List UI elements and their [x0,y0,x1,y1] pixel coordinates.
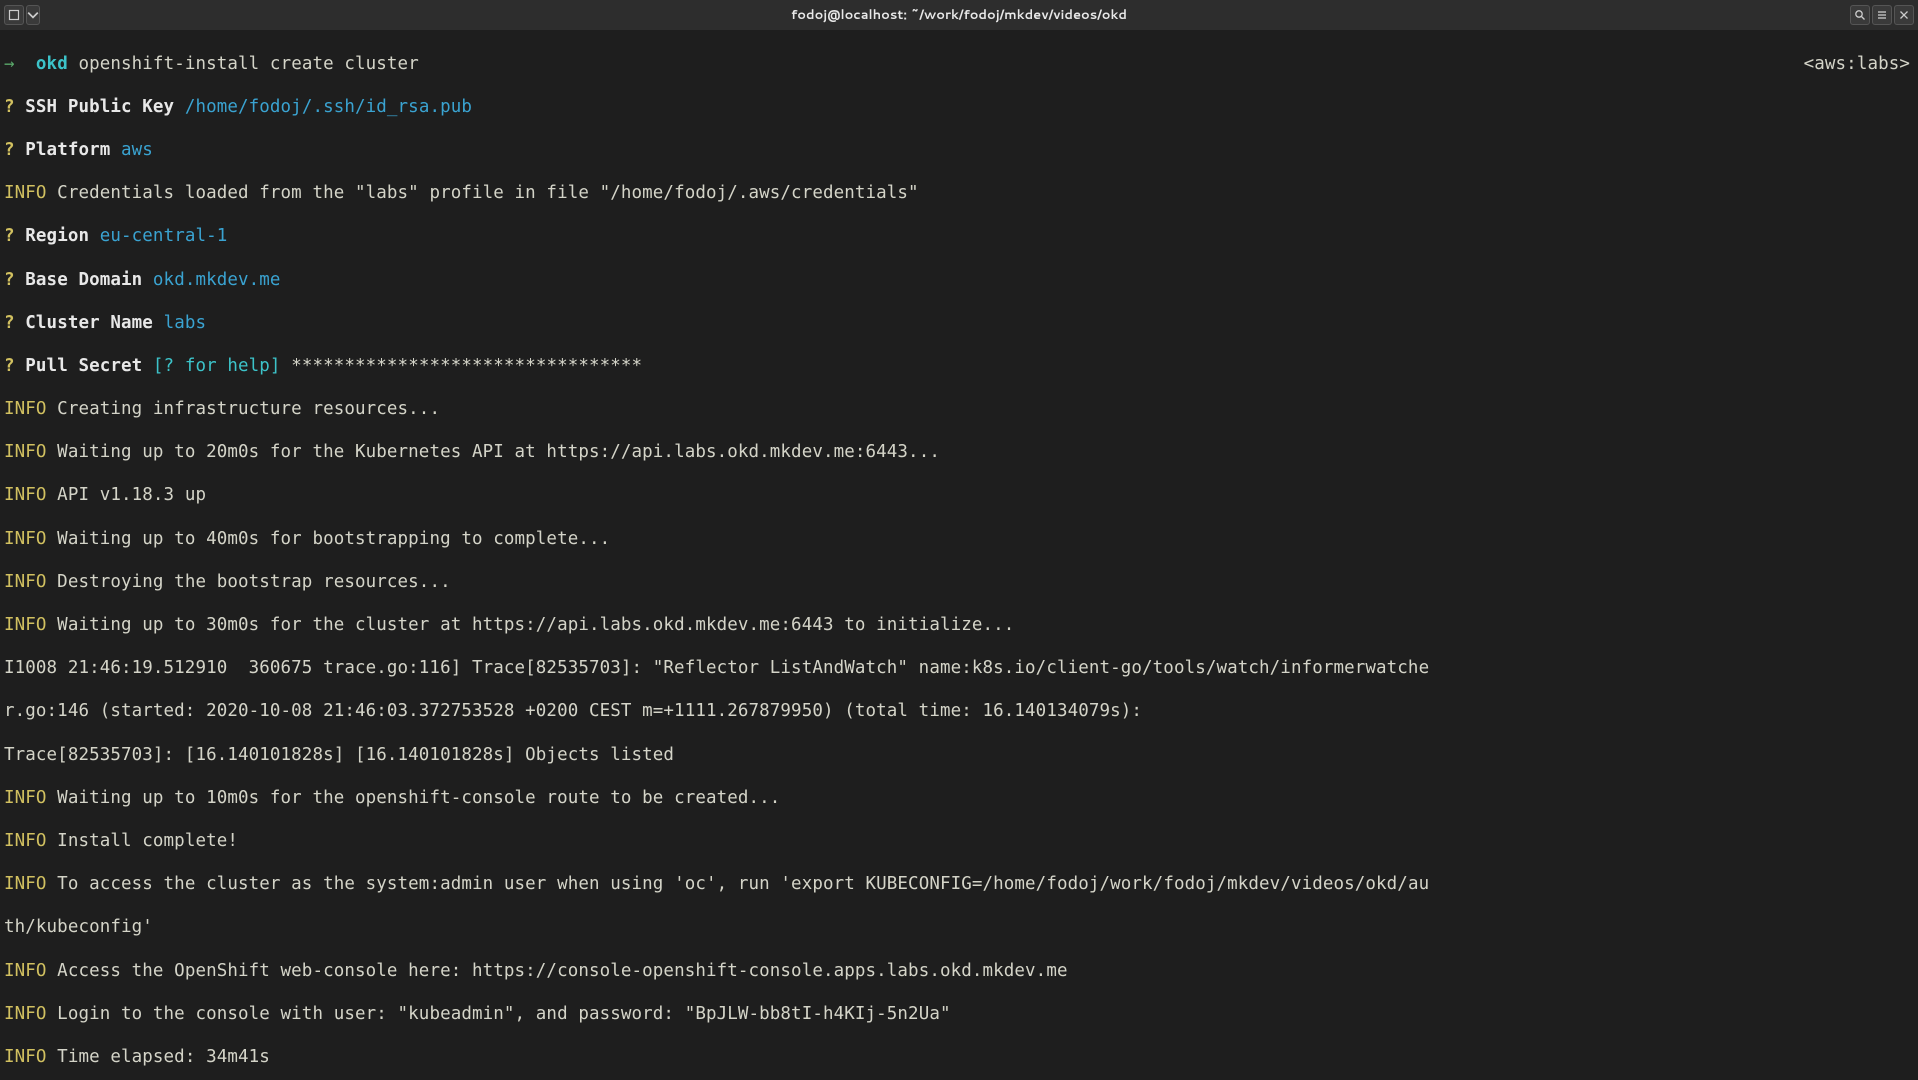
command-text: openshift-install create cluster [78,54,418,74]
aws-context: <aws:labs> [1804,54,1910,76]
tab-menu-button[interactable] [26,5,40,25]
question-line: ? Base Domain okd.mkdev.me [4,270,1914,292]
info-line: INFO Install complete! [4,831,1914,853]
prompt-arrow-icon: → [4,54,15,74]
close-button[interactable] [1894,5,1914,25]
hamburger-menu-button[interactable] [1872,5,1892,25]
info-line: INFO To access the cluster as the system… [4,874,1914,896]
window-title: fodoj@localhost: ~/work/fodoj/mkdev/vide… [0,6,1918,24]
question-line: ? SSH Public Key /home/fodoj/.ssh/id_rsa… [4,97,1914,119]
question-line: ? Cluster Name labs [4,313,1914,335]
trace-line: Trace[82535703]: [16.140101828s] [16.140… [4,745,1914,767]
question-line: ? Platform aws [4,140,1914,162]
question-line: ? Region eu-central-1 [4,226,1914,248]
info-line: INFO Time elapsed: 34m41s [4,1047,1914,1069]
info-line: INFO Waiting up to 40m0s for bootstrappi… [4,529,1914,551]
info-line: INFO Destroying the bootstrap resources.… [4,572,1914,594]
info-line: INFO Waiting up to 20m0s for the Kuberne… [4,442,1914,464]
titlebar-right-controls [1850,5,1918,25]
terminal-output[interactable]: → okd openshift-install create cluster <a… [0,30,1918,1080]
prompt-cwd: okd [36,54,68,74]
info-line: INFO Waiting up to 30m0s for the cluster… [4,615,1914,637]
trace-line: r.go:146 (started: 2020-10-08 21:46:03.3… [4,701,1914,723]
window-titlebar: fodoj@localhost: ~/work/fodoj/mkdev/vide… [0,0,1918,30]
prompt-line: → okd openshift-install create cluster <a… [4,54,1914,76]
info-line: INFO API v1.18.3 up [4,485,1914,507]
info-line: INFO Login to the console with user: "ku… [4,1004,1914,1026]
info-line: INFO Access the OpenShift web-console he… [4,961,1914,983]
trace-line: I1008 21:46:19.512910 360675 trace.go:11… [4,658,1914,680]
new-tab-button[interactable] [4,5,24,25]
question-line: ? Pull Secret [? for help] *************… [4,356,1914,378]
info-line: INFO Creating infrastructure resources..… [4,399,1914,421]
info-line: INFO Credentials loaded from the "labs" … [4,183,1914,205]
titlebar-left-controls [0,5,40,25]
search-button[interactable] [1850,5,1870,25]
info-line-wrap: th/kubeconfig' [4,917,1914,939]
info-line: INFO Waiting up to 10m0s for the openshi… [4,788,1914,810]
